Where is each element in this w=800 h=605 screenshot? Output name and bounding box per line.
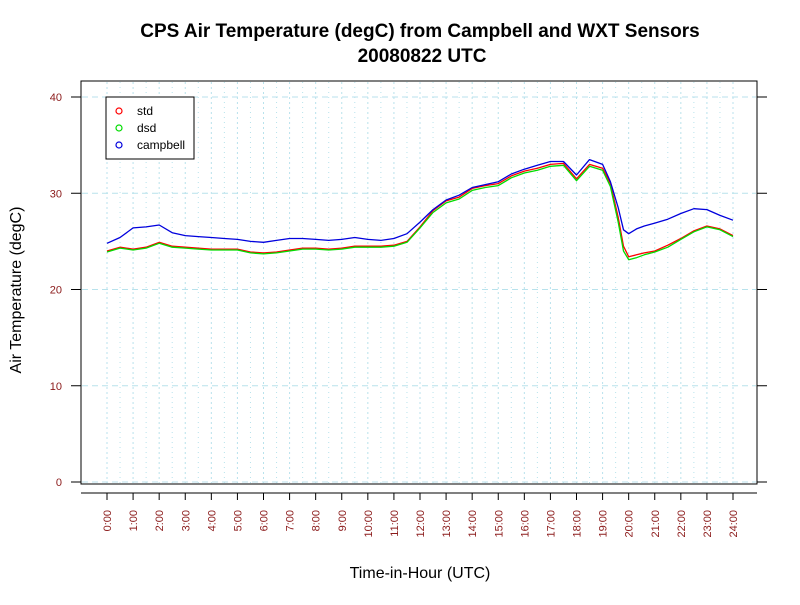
series-line-std	[106, 162, 734, 258]
x-tick-label: 23:00	[702, 510, 714, 538]
series-line-dsd	[106, 164, 734, 261]
legend-label-campbell: campbell	[137, 138, 185, 152]
x-tick-label: 18:00	[572, 510, 584, 538]
y-tick-label: 20	[50, 285, 62, 297]
legend-label-std: std	[137, 104, 153, 118]
x-tick-label: 10:00	[363, 510, 375, 538]
plot-frame	[80, 80, 758, 485]
legend-label-dsd: dsd	[137, 121, 156, 135]
x-tick-label: 17:00	[545, 510, 557, 538]
y-tick-label: 0	[56, 477, 62, 489]
chart-subtitle: 20080822 UTC	[358, 46, 487, 67]
series-line-campbell	[106, 158, 734, 244]
x-tick-label: 24:00	[728, 510, 740, 538]
legend-marker-campbell	[115, 141, 123, 149]
x-tick-label: 5:00	[232, 510, 244, 531]
x-tick-label: 6:00	[259, 510, 271, 531]
x-tick-label: 3:00	[180, 510, 192, 531]
x-tick-label: 1:00	[128, 510, 140, 531]
legend-marker-dsd	[115, 124, 123, 132]
x-tick-label: 19:00	[598, 510, 610, 538]
x-tick-label: 2:00	[154, 510, 166, 531]
legend-marker-std	[115, 107, 123, 115]
x-tick-label: 13:00	[441, 510, 453, 538]
x-tick-label: 12:00	[415, 510, 427, 538]
grid-layer	[82, 82, 756, 483]
x-tick-label: 22:00	[676, 510, 688, 538]
x-tick-label: 7:00	[285, 510, 297, 531]
chart-title: CPS Air Temperature (degC) from Campbell…	[140, 21, 700, 42]
x-tick-label: 14:00	[467, 510, 479, 538]
y-tick-label: 10	[50, 381, 62, 393]
x-tick-label: 0:00	[102, 510, 114, 531]
x-tick-label: 20:00	[624, 510, 636, 538]
axes-layer: 0 10 20 30 40 0:00 1:00 2:00 3:00 4:00 5:00 6:00 7:0…	[50, 92, 767, 538]
x-axis-title: Time-in-Hour (UTC)	[350, 565, 491, 582]
x-tick-label: 4:00	[206, 510, 218, 531]
x-tick-label: 21:00	[650, 510, 662, 538]
x-tick-label: 9:00	[337, 510, 349, 531]
x-tick-label: 8:00	[311, 510, 323, 531]
y-axis-title: Air Temperature (degC)	[8, 207, 25, 374]
series-layer	[106, 158, 734, 261]
x-tick-label: 15:00	[493, 510, 505, 538]
x-tick-label: 16:00	[519, 510, 531, 538]
legend-box	[105, 96, 195, 160]
x-tick-label: 11:00	[389, 510, 401, 537]
y-tick-label: 40	[50, 92, 62, 104]
y-tick-label: 30	[50, 188, 62, 200]
legend: std dsd campbell	[105, 96, 195, 160]
